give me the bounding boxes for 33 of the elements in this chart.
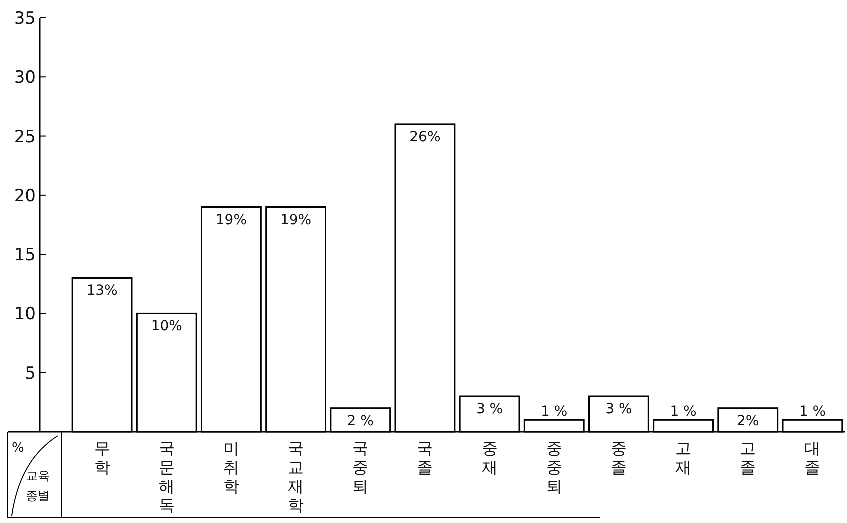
- x-tick-label: 국중퇴: [352, 439, 369, 496]
- x-tick-label: 중중퇴: [546, 439, 562, 496]
- data-label: 2%: [737, 413, 760, 430]
- data-label: 3 %: [606, 402, 632, 418]
- y-tick-label: 5: [25, 364, 36, 384]
- data-label: 19%: [280, 212, 312, 228]
- y-tick-label: 35: [14, 9, 36, 29]
- x-tick-label: 중졸: [610, 439, 627, 477]
- x-tick-label: 고재: [676, 439, 692, 477]
- data-label: 26%: [410, 129, 441, 146]
- data-label: 3 %: [476, 402, 504, 418]
- y-tick-label: 25: [14, 127, 36, 148]
- y-tick-label: 10: [14, 304, 36, 325]
- data-label: 2 %: [347, 413, 374, 430]
- y-tick-label: 20: [14, 186, 36, 206]
- x-tick-label: 미취학: [223, 439, 240, 496]
- x-tick-label: 중재: [482, 439, 498, 477]
- y-axis-title: %: [12, 441, 24, 456]
- data-label: 1 %: [799, 404, 826, 420]
- data-label: 1 %: [541, 404, 568, 420]
- x-tick-label: 무학: [94, 439, 110, 477]
- x-axis-title: 교육종별: [26, 469, 50, 503]
- x-tick-label: 대졸: [804, 439, 821, 477]
- data-label: 13%: [86, 283, 118, 300]
- x-tick-label: 고졸: [740, 439, 756, 477]
- x-tick-label: 국교재학: [288, 439, 304, 515]
- data-label: 10%: [151, 318, 182, 335]
- data-label: 1 %: [670, 404, 697, 420]
- y-tick-label: 15: [14, 246, 36, 266]
- x-tick-label: 국문해독: [158, 439, 175, 515]
- y-tick-label: 30: [14, 68, 36, 88]
- x-tick-label: 국졸: [417, 439, 434, 477]
- data-label: 19%: [216, 212, 248, 228]
